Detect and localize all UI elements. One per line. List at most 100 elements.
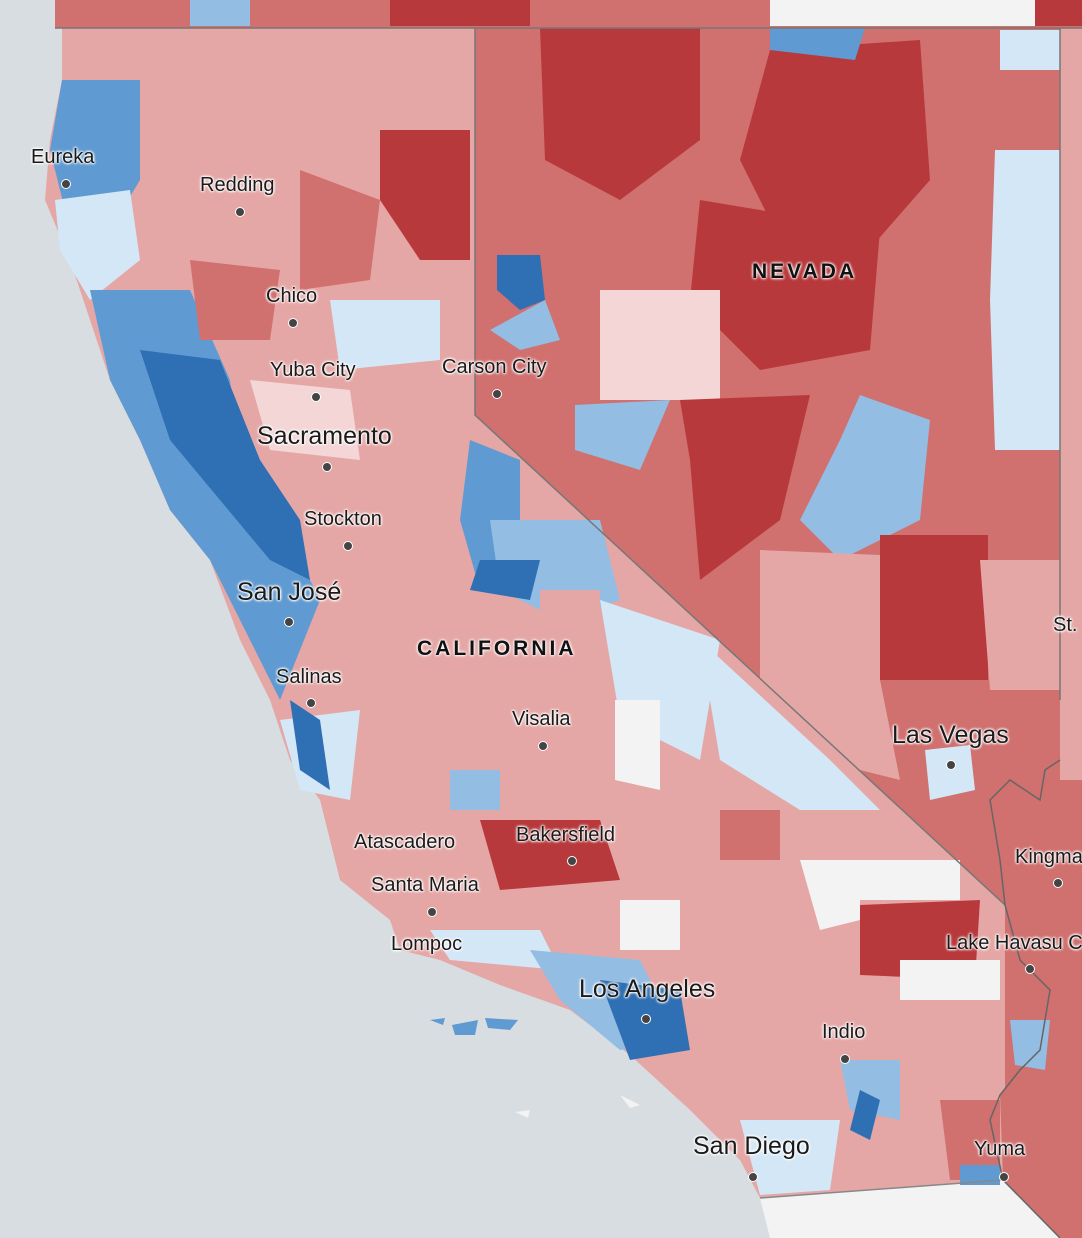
city-label-st: St. <box>1053 614 1078 636</box>
county <box>760 550 900 780</box>
county <box>690 200 880 370</box>
city-dot-salinas <box>306 698 316 708</box>
county <box>330 300 440 370</box>
oregon-county <box>390 0 530 26</box>
city-label-san-diego: San Diego <box>693 1132 810 1160</box>
county <box>740 1120 840 1195</box>
city-dot-los-angeles <box>641 1014 651 1024</box>
arizona-region <box>1005 780 1082 1238</box>
county <box>450 770 500 810</box>
county <box>490 300 560 350</box>
county <box>770 28 865 60</box>
idaho-region <box>770 0 1035 26</box>
county <box>800 395 930 560</box>
city-label-redding: Redding <box>200 174 275 196</box>
county <box>497 255 545 310</box>
county <box>430 930 560 970</box>
county <box>800 860 860 930</box>
city-label-stockton: Stockton <box>304 508 382 530</box>
city-dot-sacramento <box>322 462 332 472</box>
county <box>620 900 680 950</box>
city-label-yuma: Yuma <box>974 1138 1026 1160</box>
city-dot-san-diego <box>748 1172 758 1182</box>
city-label-lake-havasu: Lake Havasu C <box>946 932 1082 954</box>
county <box>140 350 310 580</box>
oregon-county <box>190 0 250 26</box>
city-dot-eureka <box>61 179 71 189</box>
county <box>1010 1020 1050 1070</box>
county <box>700 640 880 810</box>
county <box>740 40 930 260</box>
county <box>300 170 380 290</box>
county <box>860 860 960 900</box>
city-dot-yuma <box>999 1172 1009 1182</box>
county <box>900 960 1000 1000</box>
city-dot-bakersfield <box>567 856 577 866</box>
county <box>250 380 360 460</box>
county <box>720 810 780 860</box>
city-label-salinas: Salinas <box>276 666 342 688</box>
city-label-sacramento: Sacramento <box>257 422 392 450</box>
city-dot-lake-havasu <box>1025 964 1035 974</box>
county <box>925 745 975 800</box>
county <box>615 700 660 790</box>
city-dot-san-jose <box>284 617 294 627</box>
city-label-santa-maria: Santa Maria <box>371 874 479 896</box>
city-dot-visalia <box>538 741 548 751</box>
city-dot-redding <box>235 207 245 217</box>
county <box>680 395 810 580</box>
county <box>575 400 670 470</box>
county <box>480 820 620 890</box>
city-label-yuba-city: Yuba City <box>270 359 356 381</box>
city-dot-yuba-city <box>311 392 321 402</box>
city-label-las-vegas: Las Vegas <box>892 721 1009 749</box>
city-dot-santa-maria <box>427 907 437 917</box>
city-label-bakersfield: Bakersfield <box>516 824 615 846</box>
county <box>540 28 700 200</box>
county <box>850 1090 880 1140</box>
city-dot-chico <box>288 318 298 328</box>
county <box>540 590 600 650</box>
city-label-kingman: Kingma <box>1015 846 1082 868</box>
county <box>290 700 330 790</box>
island <box>430 1018 445 1025</box>
city-label-carson-city: Carson City <box>442 356 547 378</box>
ca-nv-border <box>474 28 1006 906</box>
county <box>55 190 140 300</box>
county <box>600 290 720 400</box>
county <box>190 260 280 340</box>
island <box>620 1095 640 1108</box>
city-dot-indio <box>840 1054 850 1064</box>
city-label-san-jose: San José <box>237 578 342 606</box>
az-border <box>989 759 1061 1238</box>
city-dot-carson-city <box>492 389 502 399</box>
city-label-los-angeles: Los Angeles <box>579 975 716 1003</box>
city-label-visalia: Visalia <box>512 708 571 730</box>
city-dot-las-vegas <box>946 760 956 770</box>
city-dot-stockton <box>343 541 353 551</box>
city-label-chico: Chico <box>266 285 318 307</box>
city-label-eureka: Eureka <box>31 146 95 168</box>
mexico-border <box>759 1179 1004 1199</box>
county <box>940 1100 1000 1180</box>
state-label-california: CALIFORNIA <box>417 637 577 660</box>
county <box>840 1060 900 1120</box>
city-label-indio: Indio <box>822 1021 866 1043</box>
city-label-lompoc: Lompoc <box>391 933 463 955</box>
county <box>470 560 540 600</box>
island <box>515 1110 530 1118</box>
state-label-nevada: NEVADA <box>752 260 858 283</box>
city-label-atascadero: Atascadero <box>354 831 456 853</box>
mexico-region <box>760 1180 1060 1238</box>
county <box>1000 30 1060 70</box>
county <box>180 70 320 200</box>
county <box>380 130 470 260</box>
county <box>960 1165 1000 1185</box>
county <box>700 1000 780 1070</box>
county <box>990 150 1060 450</box>
county <box>980 560 1060 690</box>
county <box>880 535 988 680</box>
idaho-county <box>1035 0 1082 26</box>
